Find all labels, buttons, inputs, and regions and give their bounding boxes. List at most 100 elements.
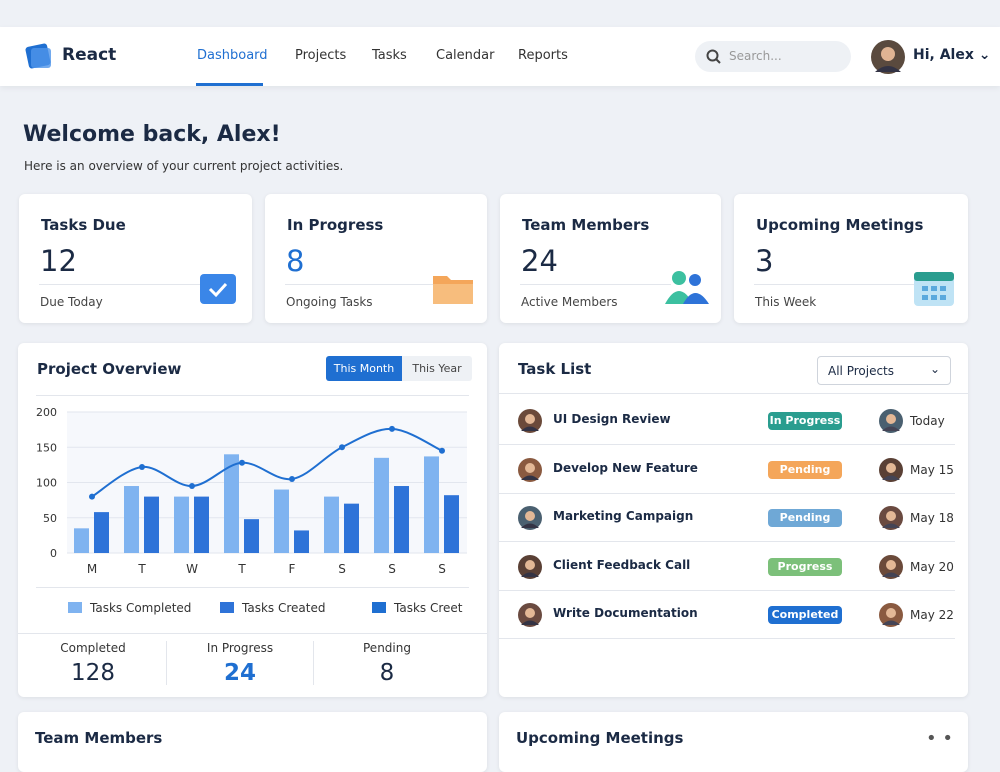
stat-value: 3 <box>755 244 774 278</box>
filter-label: All Projects <box>828 364 894 378</box>
legend-swatch <box>372 602 386 613</box>
user-name: Hi, Alex <box>913 47 974 63</box>
task-name: UI Design Review <box>553 412 671 426</box>
card-title: Project Overview <box>37 360 182 378</box>
divider <box>499 638 955 639</box>
task-row[interactable]: Client Feedback Call Progress May 20 <box>499 544 968 591</box>
bar <box>74 528 89 553</box>
task-row[interactable]: Develop New Feature Pending May 15 <box>499 447 968 494</box>
stat-title: Team Members <box>522 216 650 234</box>
x-tick-label: S <box>388 562 396 576</box>
welcome-subtitle: Here is an overview of your current proj… <box>24 159 344 173</box>
bar <box>274 489 289 553</box>
line-point <box>189 483 195 490</box>
toggle[interactable]: This Month <box>326 356 402 381</box>
toggle[interactable]: This Year <box>402 356 472 381</box>
status-pill: Progress <box>768 557 842 576</box>
summary-value: 24 <box>223 660 256 686</box>
stat-title: Upcoming Meetings <box>756 216 924 234</box>
user-menu[interactable]: Hi, Alex ⌄ <box>913 47 991 63</box>
divider <box>499 444 955 445</box>
task-card: Task List All Projects ⌄ UI Design Review… <box>499 343 968 697</box>
search-box[interactable]: Search... <box>695 41 851 72</box>
assignee-avatar <box>518 603 542 627</box>
nav-link[interactable]: Dashboard <box>197 48 268 63</box>
bar <box>194 496 209 553</box>
x-tick-label: T <box>237 562 246 576</box>
owner-avatar <box>879 554 903 579</box>
owner-avatar <box>879 409 903 433</box>
y-tick-label: 100 <box>36 477 57 490</box>
bar <box>224 454 239 553</box>
owner-avatar <box>879 506 903 530</box>
bar <box>124 486 139 553</box>
assignee-avatar <box>518 554 542 579</box>
more-button[interactable]: • • <box>926 728 953 749</box>
chart: 0 50 100 150 200 M T W T F S S S Tasks Completed Tasks… <box>36 406 467 615</box>
stat-value: 12 <box>40 244 77 278</box>
card-title: Upcoming Meetings <box>516 729 684 747</box>
user-avatar[interactable] <box>871 40 905 74</box>
task-row[interactable]: Marketing Campaign Pending May 18 <box>499 495 968 542</box>
legend-label: Tasks Created <box>241 601 325 615</box>
stat-icon <box>665 266 709 308</box>
x-tick-label: S <box>438 562 446 576</box>
task-row[interactable]: Write Documentation Completed May 22 <box>499 592 968 639</box>
team-card: Team Members <box>18 712 487 772</box>
line-point <box>439 447 445 454</box>
divider <box>166 641 167 685</box>
line-point <box>289 475 295 482</box>
navbar: React Dashboard Projects Tasks Calendar … <box>0 27 1000 86</box>
task-name: Marketing Campaign <box>553 509 694 523</box>
line <box>91 427 443 498</box>
summary-label: Pending <box>363 641 411 655</box>
line-point <box>139 463 145 470</box>
assignee-avatar <box>518 409 542 433</box>
stat-card: Tasks Due 12 Due Today <box>19 194 252 323</box>
overview-card: Project Overview This Month This Year 0 5… <box>18 343 487 697</box>
stat-card: In Progress 8 Ongoing Tasks <box>265 194 487 323</box>
divider <box>499 589 955 591</box>
legend-label: Tasks Creet <box>393 601 463 615</box>
task-name: Client Feedback Call <box>553 557 691 572</box>
task-name: Write Documentation <box>553 606 698 620</box>
y-tick-label: 150 <box>36 441 57 454</box>
legend-swatch <box>68 602 82 613</box>
nav-link[interactable]: Calendar <box>436 48 495 63</box>
bar <box>424 456 439 553</box>
welcome-title: Welcome back, Alex! <box>23 122 281 147</box>
divider <box>313 641 314 685</box>
stat-title: In Progress <box>287 216 384 234</box>
nav-link[interactable]: Tasks <box>372 48 407 63</box>
task-name: Develop New Feature <box>553 460 698 475</box>
line-point <box>339 444 345 451</box>
nav-link[interactable]: Reports <box>518 48 568 63</box>
x-tick-label: M <box>87 562 97 576</box>
y-tick-label: 200 <box>36 406 57 419</box>
logo <box>25 43 51 69</box>
active-indicator <box>196 83 263 86</box>
task-date: May 22 <box>910 608 954 622</box>
stat-title: Tasks Due <box>41 216 126 234</box>
task-row[interactable]: UI Design Review In Progress Today <box>499 398 968 445</box>
x-tick-label: S <box>338 562 346 576</box>
y-tick-label: 0 <box>50 547 57 560</box>
stat-label: Due Today <box>40 295 103 309</box>
bar <box>374 457 389 553</box>
legend-swatch <box>220 602 234 613</box>
status-pill: Pending <box>768 509 842 527</box>
bar <box>244 519 259 553</box>
task-date: May 18 <box>910 511 954 525</box>
stat-icon <box>431 266 475 308</box>
assignee-avatar <box>518 506 542 530</box>
owner-avatar <box>879 457 903 482</box>
summary-label: Completed <box>60 641 126 655</box>
project-filter[interactable]: All Projects ⌄ <box>817 356 951 385</box>
bar <box>344 503 359 553</box>
x-tick-label: T <box>137 562 146 576</box>
stat-label: This Week <box>755 295 817 309</box>
nav-link[interactable]: Projects <box>295 48 347 63</box>
legend-label: Tasks Completed <box>89 601 191 615</box>
x-tick-label: F <box>289 562 296 576</box>
stat-card: Team Members 24 Active Members <box>500 194 721 323</box>
